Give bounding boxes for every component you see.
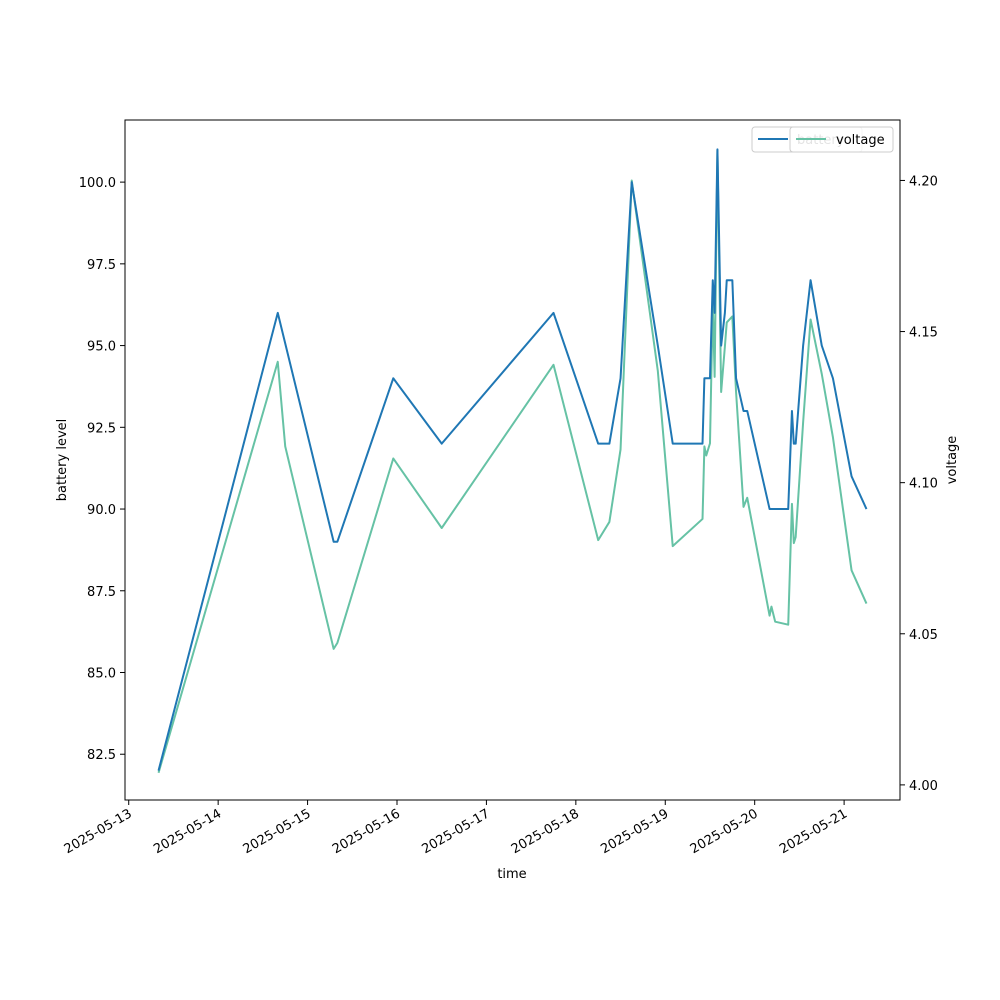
y-left-tick-label: 97.5	[87, 258, 116, 273]
y-left-tick-label: 95.0	[87, 340, 116, 355]
y-right-tick-label: 4.15	[909, 326, 938, 341]
y-right-tick-label: 4.10	[909, 477, 938, 492]
y-right-tick-label: 4.05	[909, 628, 938, 643]
series-line-battery	[157, 148, 868, 771]
x-axis-title: time	[497, 867, 526, 882]
plot-frame	[124, 119, 901, 801]
y-left-tick-label: 85.0	[87, 667, 116, 682]
y-axis-left-title: battery level	[55, 419, 70, 502]
y-axis-right: 4.00 4.05 4.10 4.15 4.20	[900, 174, 938, 794]
legend-label-voltage: voltage	[836, 133, 885, 148]
y-axis-left: 82.5 85.0 87.5 90.0 92.5 95.0 97.5 100.0	[79, 176, 125, 763]
y-left-tick-label: 90.0	[87, 503, 116, 518]
legend-voltage: voltage	[789, 126, 894, 153]
y-axis-right-title: voltage	[945, 436, 960, 485]
y-left-tick-label: 100.0	[79, 176, 116, 191]
y-right-tick-label: 4.20	[909, 174, 938, 189]
y-left-tick-label: 87.5	[87, 585, 116, 600]
y-left-tick-label: 92.5	[87, 421, 116, 436]
y-right-tick-label: 4.00	[909, 779, 938, 794]
series-layer	[157, 148, 868, 774]
legend-box	[789, 126, 894, 153]
plot-area	[125, 120, 900, 800]
y-left-tick-label: 82.5	[87, 748, 116, 763]
